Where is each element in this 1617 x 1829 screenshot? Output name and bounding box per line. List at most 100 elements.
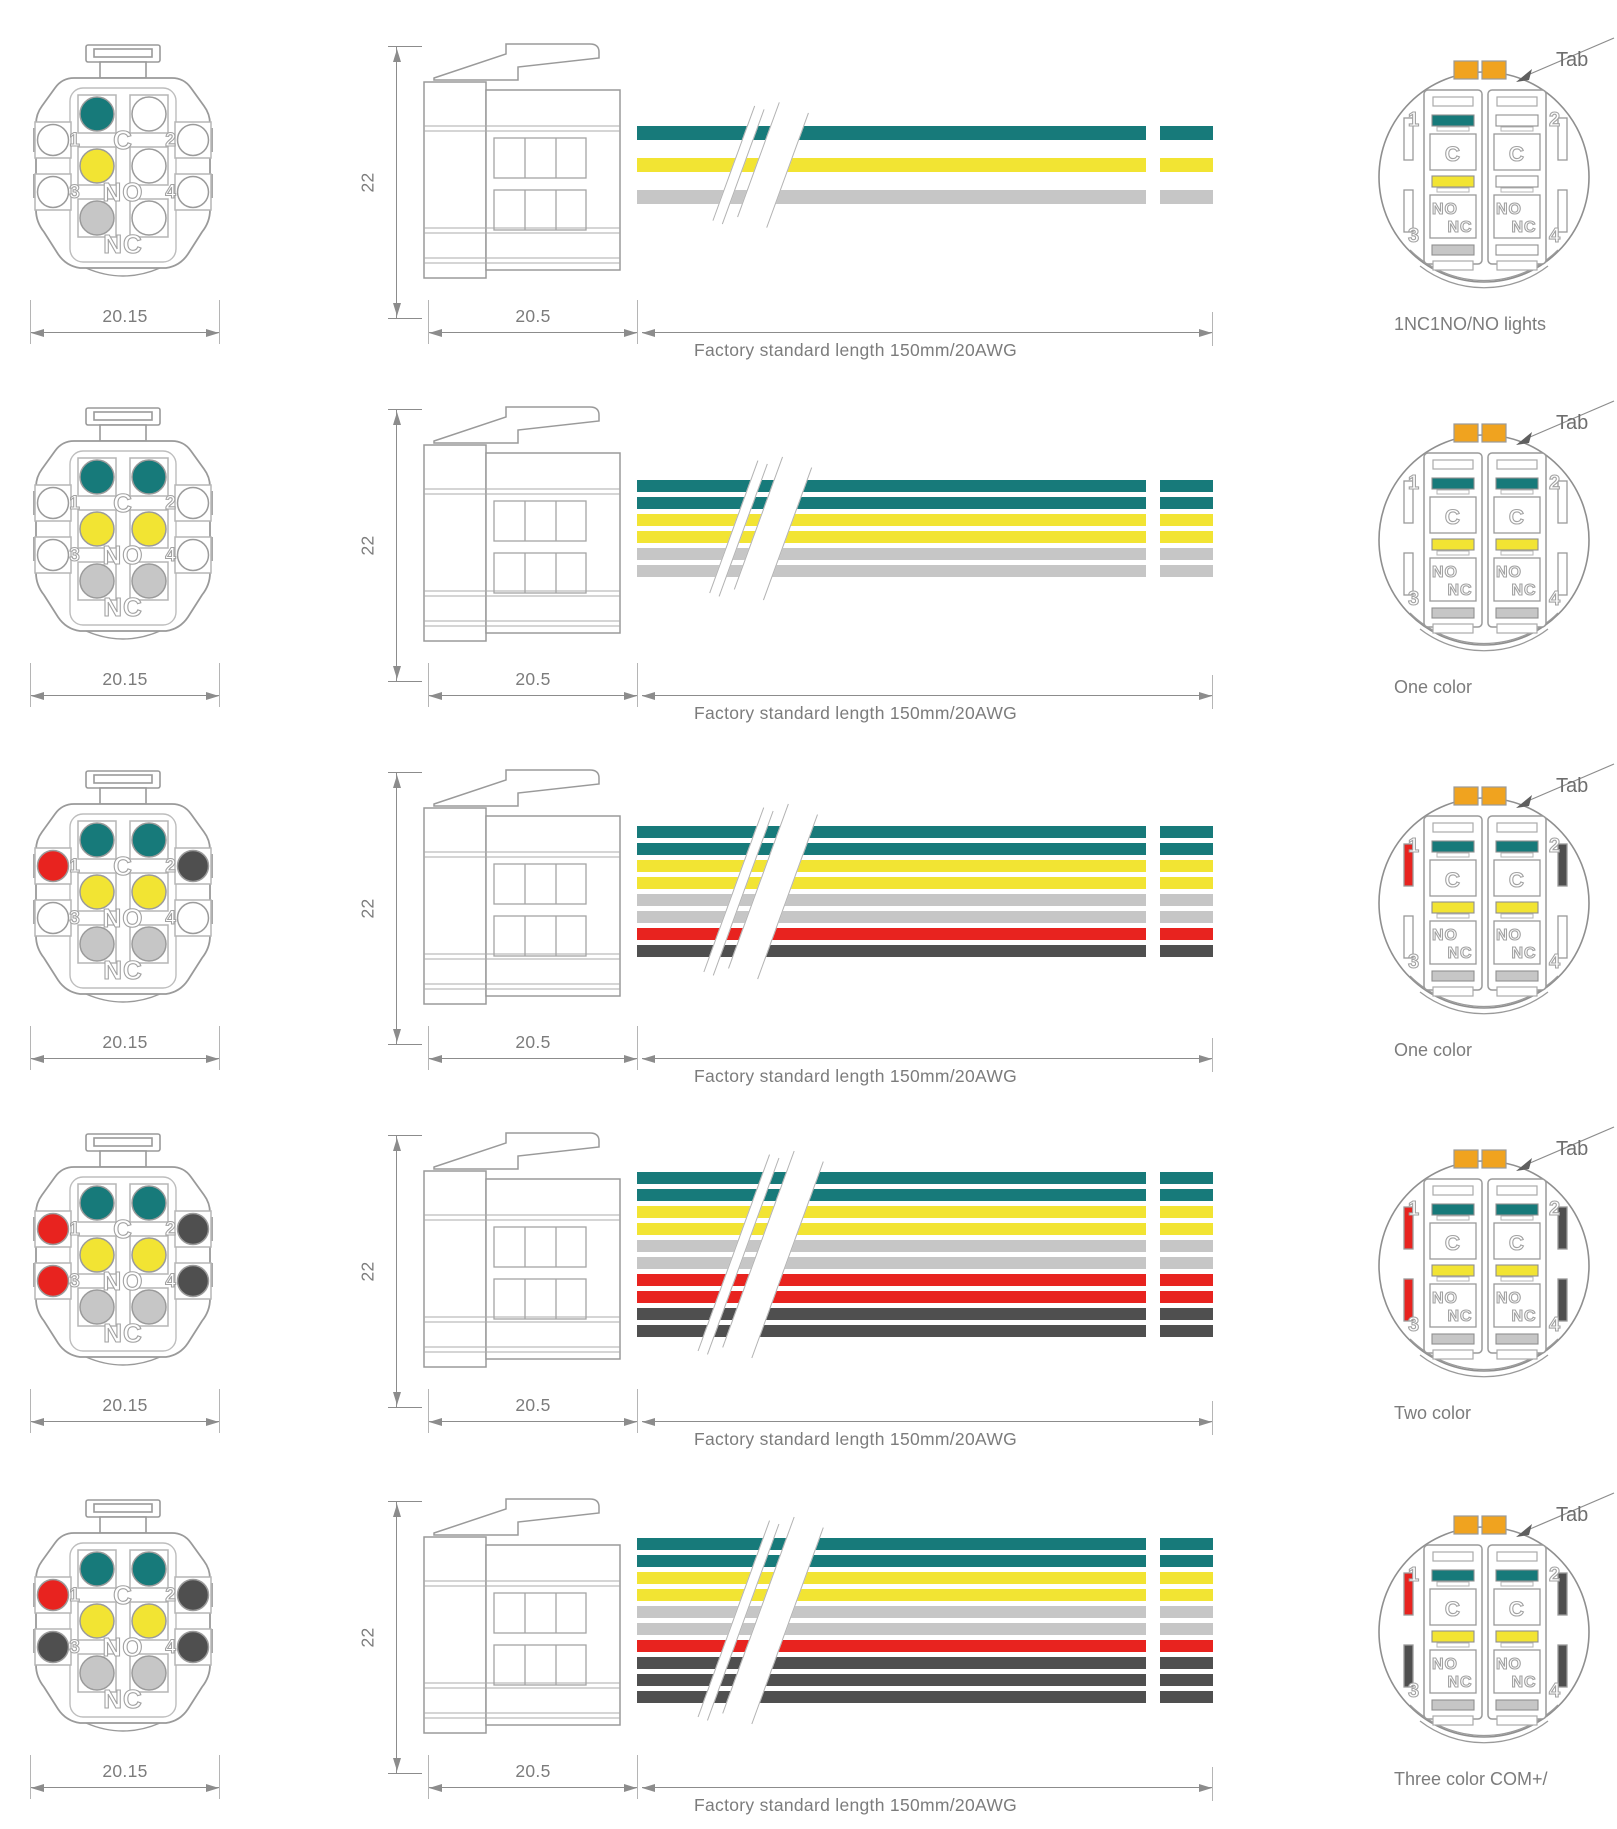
wire-gray: [637, 1257, 1213, 1269]
connector-back-view: Tab C NO NC C NO NC 1: [1378, 1492, 1615, 1744]
side-height-dimension: 22: [357, 1261, 378, 1282]
label-pin2: 2: [165, 856, 177, 877]
connector-side-view: [423, 1498, 621, 1734]
connector-variant-row: C NO NC 1 2 3 4: [0, 1089, 1617, 1452]
side-height-dimension: 22: [357, 172, 378, 193]
svg-text:NC: NC: [1511, 219, 1536, 236]
svg-text:NC: NC: [1511, 1308, 1536, 1325]
label-common: C: [113, 1580, 133, 1610]
front-pin-side2: [176, 849, 210, 883]
front-width-dimension-line: [31, 691, 219, 700]
variant-caption: One color: [1394, 677, 1473, 697]
side-height-dimension: 22: [357, 535, 378, 556]
front-pin-c_left: [79, 1551, 115, 1587]
front-pin-no_right: [131, 1603, 167, 1639]
svg-text:NC: NC: [1447, 1308, 1472, 1325]
svg-text:NO: NO: [1496, 1656, 1522, 1673]
front-width-dimension: 20.15: [102, 1032, 148, 1052]
back-slot-1: [1403, 1206, 1414, 1250]
back-left-c-bar: [1431, 840, 1475, 853]
back-side-slots: [1403, 1572, 1568, 1688]
label-pin1: 1: [69, 130, 81, 151]
wire-yellow: [637, 877, 1213, 889]
back-slot-4: [1557, 189, 1568, 233]
front-pin-no_right: [131, 874, 167, 910]
svg-text:3: 3: [1408, 1680, 1420, 1702]
back-slot-4: [1557, 1278, 1568, 1322]
front-pin-nc_right: [131, 200, 167, 236]
back-left-no-bar: [1431, 1264, 1475, 1277]
label-pin1: 1: [69, 493, 81, 514]
front-pin-side1: [36, 123, 70, 157]
connector-back-view: Tab C NO NC C NO NC 1: [1378, 37, 1615, 289]
front-pin-c_right: [131, 1551, 167, 1587]
front-pin-side1: [36, 486, 70, 520]
wire-break-mark: [733, 456, 813, 601]
front-pin-side3: [36, 901, 70, 935]
back-slot-1: [1403, 843, 1414, 887]
latch-arm: [433, 769, 600, 807]
front-pin-c_left: [79, 1185, 115, 1221]
back-right-c-bar: [1495, 1569, 1539, 1582]
front-pin-side4: [176, 901, 210, 935]
back-right-no-bar: [1495, 175, 1539, 188]
connector-side-view: [423, 769, 621, 1005]
latch-arm: [433, 43, 600, 81]
front-pin-no_left: [79, 511, 115, 547]
front-pin-no_left: [79, 874, 115, 910]
connector-variant-row: C NO NC 1 2 3 4: [0, 363, 1617, 726]
svg-text:NC: NC: [1511, 945, 1536, 962]
front-pin-side4: [176, 1630, 210, 1664]
wire-gray: [637, 1240, 1213, 1252]
label-normally-open: NO: [103, 177, 144, 207]
tab-left: [1453, 60, 1479, 80]
side-width-dimension: 20.5: [515, 1032, 551, 1052]
back-right-c-bar: [1495, 840, 1539, 853]
back-slot-3: [1403, 189, 1414, 233]
back-left-c-bar: [1431, 114, 1475, 127]
tab-label: Tab: [1556, 1138, 1588, 1160]
svg-text:4: 4: [1549, 225, 1561, 247]
label-pin3: 3: [69, 1271, 81, 1292]
wire-length-line: [642, 328, 1212, 337]
wire-gray: [637, 1623, 1213, 1635]
wire-teal: [637, 126, 1213, 140]
front-pin-side1: [36, 1212, 70, 1246]
svg-text:2: 2: [1549, 109, 1561, 131]
front-pin-side1: [36, 849, 70, 883]
back-slot-1: [1403, 1572, 1414, 1616]
wire-teal: [637, 480, 1213, 492]
svg-text:C: C: [1509, 1598, 1525, 1621]
svg-text:NO: NO: [1496, 927, 1522, 944]
front-width-dimension: 20.15: [102, 669, 148, 689]
svg-text:NO: NO: [1496, 201, 1522, 218]
tab-left: [1453, 423, 1479, 443]
tab-leader-line: [1529, 763, 1615, 801]
connector-front-view: C NO NC 1 2 3 4: [33, 44, 213, 277]
back-slot-4: [1557, 1644, 1568, 1688]
svg-text:NC: NC: [1447, 219, 1472, 236]
back-right-c-bar: [1495, 477, 1539, 490]
svg-text:NC: NC: [1447, 582, 1472, 599]
back-slot-4: [1557, 915, 1568, 959]
back-left-nc-bar: [1431, 1333, 1475, 1345]
wire-dark: [637, 1691, 1213, 1703]
svg-text:4: 4: [1549, 588, 1561, 610]
front-pin-c_left: [79, 96, 115, 132]
front-pin-nc_left: [79, 1289, 115, 1325]
back-left-no-bar: [1431, 1630, 1475, 1643]
variant-caption: One color: [1394, 1040, 1473, 1060]
back-right-nc-bar: [1495, 1333, 1539, 1345]
latch-arm: [433, 1132, 600, 1170]
front-pin-side4: [176, 538, 210, 572]
front-pin-nc_right: [131, 1655, 167, 1691]
connector-back-view: Tab C NO NC C NO NC 1: [1378, 400, 1615, 652]
label-pin4: 4: [165, 1271, 177, 1292]
front-pin-nc_right: [131, 926, 167, 962]
label-normally-open: NO: [103, 540, 144, 570]
front-width-dimension-line: [31, 1054, 219, 1063]
tab-leader-arrow: [1516, 432, 1532, 445]
wire-yellow: [637, 1572, 1213, 1584]
front-pin-no_right: [131, 148, 167, 184]
svg-text:NO: NO: [1432, 927, 1458, 944]
